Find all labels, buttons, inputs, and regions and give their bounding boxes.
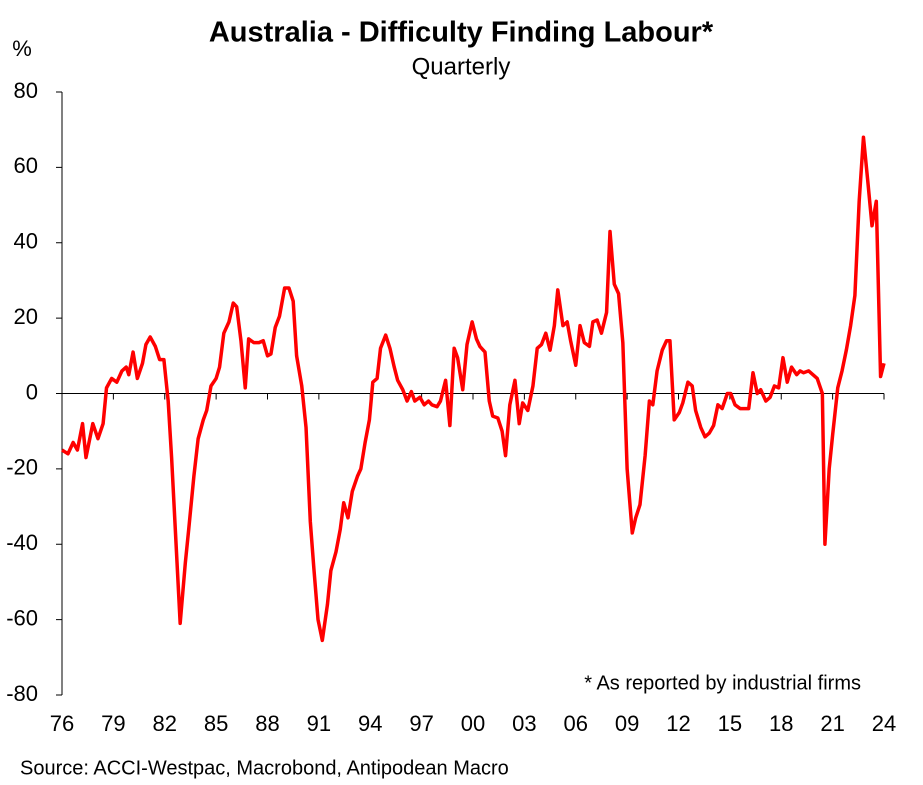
x-tick-label: 15: [718, 711, 742, 736]
y-tick-label: -40: [6, 530, 38, 555]
data-line: [61, 135, 886, 643]
y-tick-label: -60: [6, 605, 38, 630]
y-tick-label: -80: [6, 681, 38, 706]
y-axis-label: %: [12, 36, 32, 61]
x-tick-label: 12: [666, 711, 690, 736]
x-tick-label: 06: [564, 711, 588, 736]
y-tick-label: 0: [26, 379, 38, 404]
y-tick-label: -20: [6, 455, 38, 480]
x-tick-label: 85: [204, 711, 228, 736]
x-tick-label: 91: [307, 711, 331, 736]
y-tick-label: 20: [14, 304, 38, 329]
source-note: Source: ACCI-Westpac, Macrobond, Antipod…: [20, 757, 509, 779]
chart-subtitle: Quarterly: [412, 53, 511, 80]
x-tick-label: 97: [409, 711, 433, 736]
x-tick-label: 79: [101, 711, 125, 736]
x-tick-label: 21: [820, 711, 844, 736]
x-tick-label: 82: [153, 711, 177, 736]
chart-title: Australia - Difficulty Finding Labour*: [209, 17, 714, 49]
x-tick-label: 00: [461, 711, 485, 736]
x-tick-label: 88: [255, 711, 279, 736]
x-tick-label: 94: [358, 711, 382, 736]
y-tick-label: 40: [14, 229, 38, 254]
annotation: * As reported by industrial firms: [584, 672, 861, 694]
x-tick-label: 09: [615, 711, 639, 736]
x-tick-label: 03: [512, 711, 536, 736]
x-tick-label: 24: [872, 711, 896, 736]
y-tick-label: 80: [14, 78, 38, 103]
x-tick-label: 76: [50, 711, 74, 736]
x-tick-label: 18: [769, 711, 793, 736]
y-tick-label: 60: [14, 153, 38, 178]
